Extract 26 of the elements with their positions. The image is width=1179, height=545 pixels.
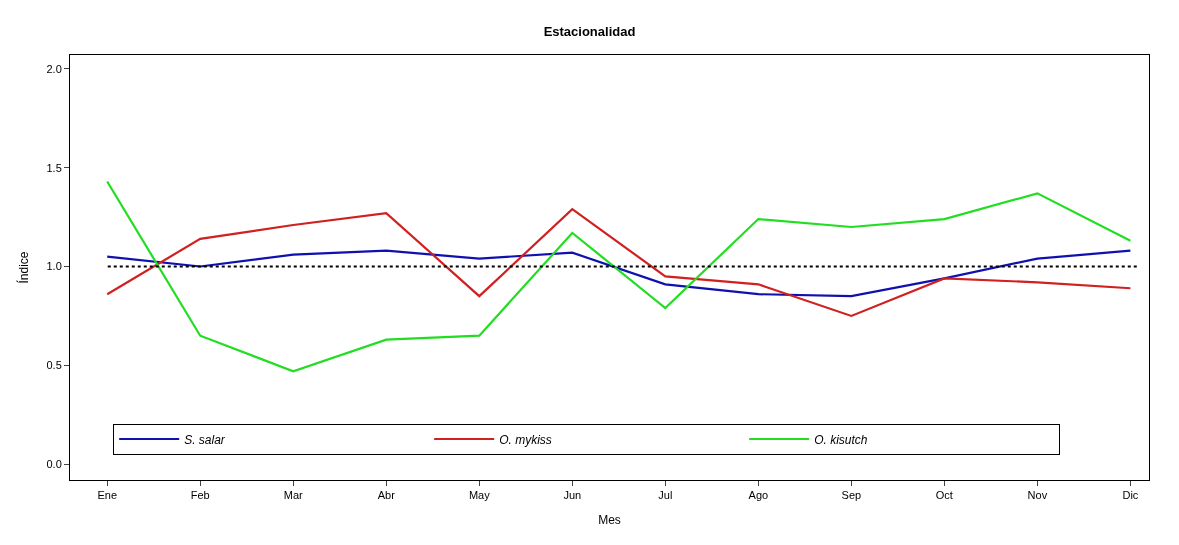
x-tick-label: May (468, 489, 491, 502)
y-tick-label: 0.0 (46, 458, 62, 471)
y-axis-title: Índice (15, 251, 31, 284)
y-tick-label: 2.0 (46, 62, 62, 75)
x-tick-label: Nov (1027, 489, 1048, 502)
x-tick-label: Ago (748, 489, 769, 502)
x-tick-label: Oct (935, 489, 953, 502)
line-series (106, 208, 1132, 318)
x-tick-label: Dic (1122, 489, 1139, 502)
legend-label: S. salar (184, 432, 226, 447)
x-axis-title: Mes (598, 513, 621, 528)
x-tick-label: Mar (283, 489, 304, 502)
x-tick-label: Jun (563, 489, 582, 502)
line-series (106, 180, 1132, 373)
y-tick-label: 0.5 (46, 359, 62, 372)
legend-label: O. mykiss (499, 432, 552, 447)
x-tick-label: Abr (377, 489, 396, 502)
x-tick-label: Jul (658, 489, 673, 502)
line-series (106, 249, 1132, 298)
x-tick-label: Ene (97, 489, 117, 502)
y-tick-label: 1.5 (46, 161, 62, 174)
x-tick-label: Feb (190, 489, 210, 502)
x-tick-label: Sep (841, 489, 862, 502)
legend-label: O. kisutch (814, 432, 868, 447)
chart-title: Estacionalidad (543, 24, 636, 40)
y-tick-label: 1.0 (46, 260, 62, 273)
